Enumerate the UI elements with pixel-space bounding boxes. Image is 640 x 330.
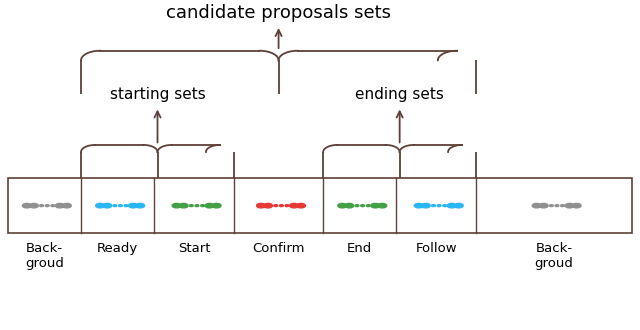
Circle shape [118,205,122,207]
Text: Follow: Follow [415,242,457,255]
Circle shape [22,203,31,208]
Circle shape [550,205,554,207]
Circle shape [201,205,204,207]
Circle shape [124,205,128,207]
Text: End: End [348,242,372,255]
Circle shape [179,203,188,208]
Circle shape [361,205,365,207]
Circle shape [195,205,199,207]
Circle shape [443,205,447,207]
Circle shape [366,205,370,207]
Circle shape [102,203,111,208]
Circle shape [414,203,423,208]
Circle shape [113,205,116,207]
Circle shape [96,203,104,208]
Circle shape [431,205,435,207]
Circle shape [437,205,441,207]
Text: Back-
groud: Back- groud [535,242,573,270]
Circle shape [555,205,559,207]
Circle shape [355,205,359,207]
Circle shape [129,203,138,208]
Circle shape [274,205,278,207]
Circle shape [338,203,347,208]
Circle shape [172,203,181,208]
Circle shape [540,203,548,208]
Circle shape [280,205,284,207]
Circle shape [62,203,71,208]
Circle shape [454,203,463,208]
Text: Confirm: Confirm [252,242,305,255]
Text: Back-
groud: Back- groud [25,242,64,270]
Circle shape [51,205,55,207]
Circle shape [421,203,430,208]
Circle shape [532,203,541,208]
Text: Ready: Ready [97,242,138,255]
FancyBboxPatch shape [8,179,632,233]
Circle shape [56,203,64,208]
Circle shape [205,203,214,208]
Circle shape [136,203,145,208]
Circle shape [40,205,44,207]
Circle shape [264,203,273,208]
Circle shape [572,203,581,208]
Circle shape [212,203,221,208]
Text: starting sets: starting sets [109,87,205,102]
Circle shape [378,203,387,208]
Circle shape [45,205,49,207]
Circle shape [289,203,298,208]
Circle shape [296,203,305,208]
Text: ending sets: ending sets [355,87,444,102]
Text: Start: Start [178,242,211,255]
Circle shape [345,203,354,208]
Circle shape [29,203,38,208]
Circle shape [371,203,380,208]
Circle shape [189,205,193,207]
Circle shape [257,203,266,208]
Circle shape [285,205,289,207]
Text: candidate proposals sets: candidate proposals sets [166,4,391,22]
Circle shape [447,203,456,208]
Circle shape [565,203,574,208]
Circle shape [561,205,564,207]
